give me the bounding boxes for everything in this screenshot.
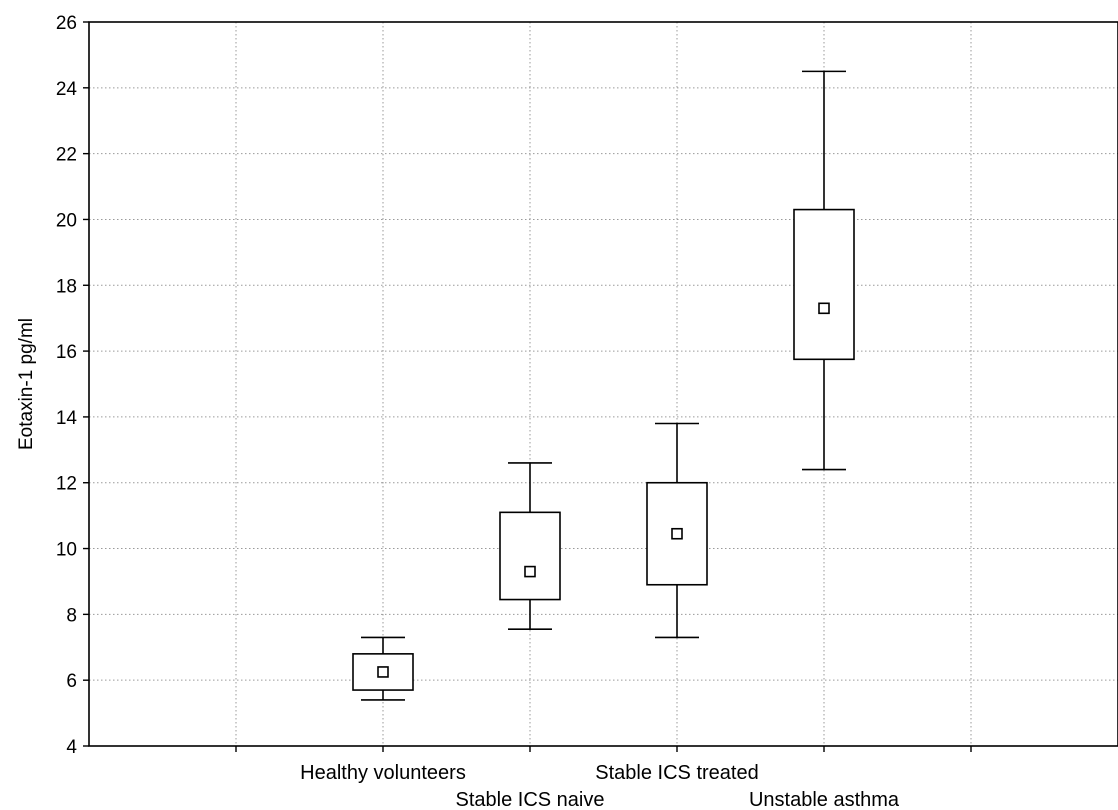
y-tick-label: 14 [56,408,78,429]
box-group [499,462,561,630]
median-marker [818,302,830,315]
y-tick-label: 8 [66,605,77,626]
box-plot-series [352,70,855,701]
box-group [352,636,414,701]
median-marker [377,666,389,678]
y-tick-label: 10 [56,540,77,561]
y-tick-label: 18 [56,276,77,297]
x-category-label: Stable ICS treated [595,762,758,784]
iqr-box [793,208,855,361]
y-tick-label: 12 [56,474,77,495]
y-tick-label: 4 [66,737,77,758]
y-tick-label: 16 [56,342,77,363]
y-axis-ticks: 4 6 8 10 12 14 16 18 20 22 24 26 [56,13,89,758]
plot-frame [88,21,1118,747]
iqr-box [499,511,561,601]
median-marker [524,565,536,578]
grid-lines [89,22,1118,746]
box-group [793,70,855,471]
x-category-label: Unstable asthma [749,789,900,810]
box-group [646,422,708,639]
y-tick-label: 6 [66,671,77,692]
y-tick-label: 24 [56,79,78,100]
y-tick-label: 22 [56,145,77,166]
y-tick-label: 26 [56,13,77,34]
y-tick-label: 20 [56,210,77,231]
median-marker [671,527,683,540]
x-axis-labels: Healthy volunteers Stable ICS naive Stable… [235,746,972,810]
x-category-label: Stable ICS naive [456,789,605,810]
x-category-label: Healthy volunteers [300,762,466,784]
y-axis-label: Eotaxin-1 pg/ml [16,318,37,450]
